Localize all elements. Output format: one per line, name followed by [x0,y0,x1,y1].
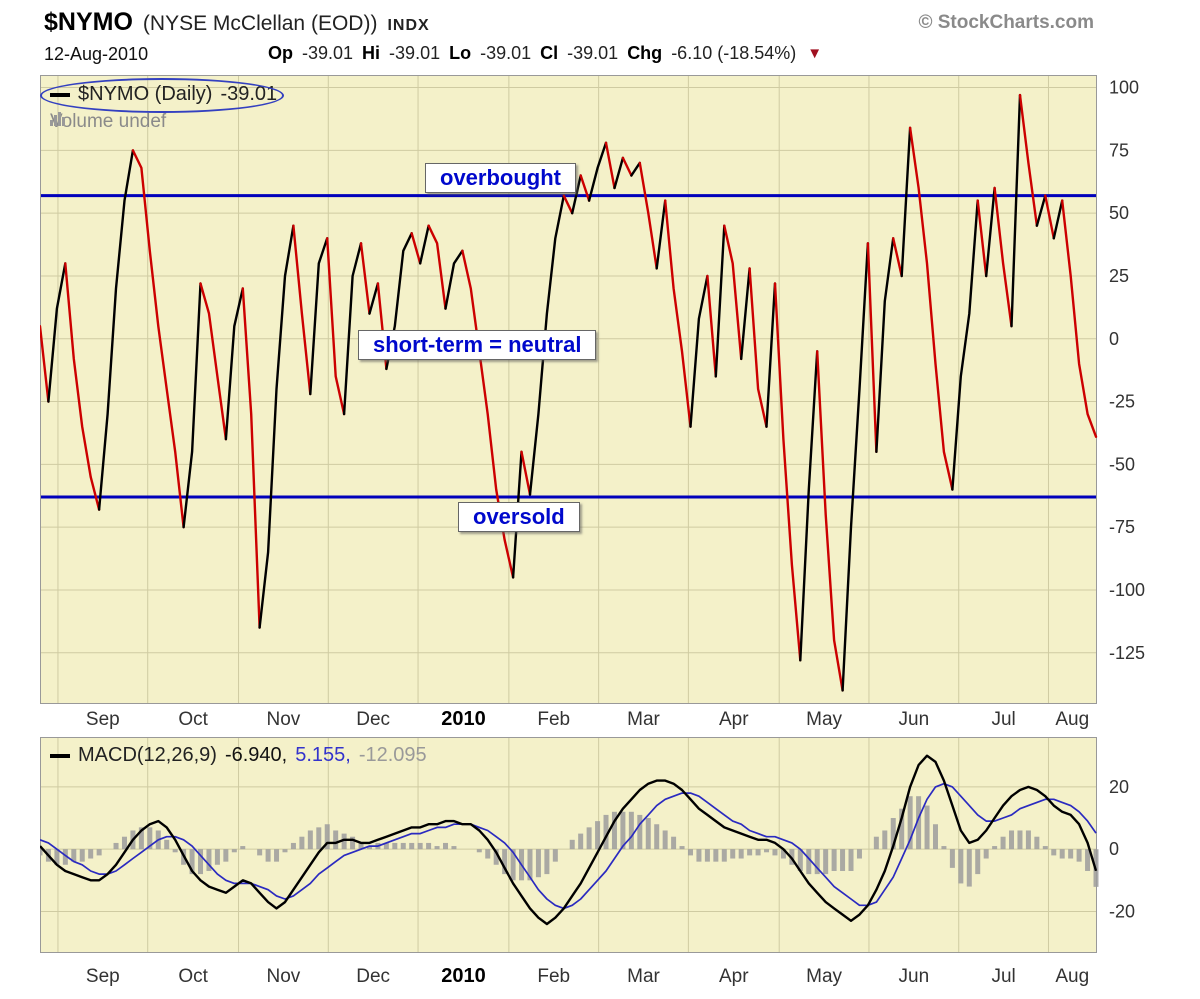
open-label: Op [268,43,293,63]
svg-text:0: 0 [1109,839,1119,859]
open-value: -39.01 [302,43,354,63]
chart-date: 12-Aug-2010 [44,44,149,64]
svg-text:Jul: Jul [991,966,1015,987]
volume-bars-icon [50,112,65,126]
main-chart-legend: $NYMO (Daily) -39.01 [50,83,277,106]
svg-text:Oct: Oct [178,966,208,987]
volume-legend: Volume undef [50,111,166,133]
macd-legend: MACD(12,26,9) -6.940, 5.155, -12.095 [50,744,427,767]
svg-text:2010: 2010 [441,965,486,987]
exchange-label: INDX [387,17,430,34]
main-chart-canvas: 100 75 50 25 0 -25 -50 -75 -100 -125 Sep Oct Nov Dec 2… [40,75,1145,730]
macd-signal-value: 5.155, [295,744,351,766]
change-value: -6.10 (-18.54%) [671,43,797,63]
svg-text:May: May [806,709,842,730]
svg-text:Nov: Nov [267,966,301,987]
change-label: Chg [627,43,663,63]
svg-text:Apr: Apr [719,966,749,987]
svg-text:Jun: Jun [899,966,930,987]
copyright-text: © StockCharts.com [918,12,1094,33]
macd-label: MACD(12,26,9) [78,744,217,766]
svg-text:Mar: Mar [627,709,660,730]
svg-text:75: 75 [1109,140,1129,160]
svg-text:Sep: Sep [86,966,120,987]
down-triangle-icon: ▼ [807,45,823,62]
svg-text:Nov: Nov [267,709,301,730]
legend-symbol: $NYMO (Daily) [78,83,213,105]
overbought-annotation: overbought [425,163,576,193]
macd-value: -6.940, [224,744,288,766]
close-label: Cl [540,43,559,63]
svg-text:Jul: Jul [991,709,1015,730]
svg-text:Feb: Feb [537,966,570,987]
svg-text:25: 25 [1109,266,1129,286]
svg-text:50: 50 [1109,203,1129,223]
chart-header: $NYMO (NYSE McClellan (EOD)) INDX [44,8,430,37]
neutral-annotation: short-term = neutral [358,330,597,360]
low-label: Lo [449,43,472,63]
svg-text:Oct: Oct [178,709,208,730]
low-value: -39.01 [480,43,532,63]
svg-text:Mar: Mar [627,966,660,987]
svg-text:-75: -75 [1109,517,1135,537]
svg-text:Dec: Dec [356,966,390,987]
svg-text:-100: -100 [1109,580,1145,600]
macd-chart-panel: 20 0 -20 Sep Oct Nov Dec 2010 Feb Mar Apr May Jun Jul… [40,737,1200,995]
macd-hist-value: -12.095 [358,744,427,766]
svg-text:-20: -20 [1109,901,1135,921]
svg-text:20: 20 [1109,777,1129,797]
quote-bar: Op -39.01 Hi -39.01 Lo -39.01 Cl -39.01 … [268,43,822,64]
svg-text:2010: 2010 [441,708,486,730]
svg-text:100: 100 [1109,78,1139,98]
svg-text:Aug: Aug [1055,966,1089,987]
svg-text:Jun: Jun [899,709,930,730]
close-value: -39.01 [567,43,619,63]
svg-text:Feb: Feb [537,709,570,730]
oversold-annotation: oversold [458,502,580,532]
svg-text:Apr: Apr [719,709,749,730]
series-line-icon [50,92,70,97]
svg-text:Sep: Sep [86,709,120,730]
ticker-symbol: $NYMO [44,8,133,36]
svg-text:-50: -50 [1109,454,1135,474]
svg-text:-25: -25 [1109,392,1135,412]
svg-text:Dec: Dec [356,709,390,730]
ticker-name: (NYSE McClellan (EOD)) [142,12,378,35]
legend-value: -39.01 [220,83,278,105]
svg-text:Aug: Aug [1055,709,1089,730]
svg-text:0: 0 [1109,329,1119,349]
high-label: Hi [362,43,381,63]
macd-chart-canvas: 20 0 -20 Sep Oct Nov Dec 2010 Feb Mar Apr May Jun Jul… [40,737,1135,987]
svg-text:-125: -125 [1109,643,1145,663]
main-chart-panel: 100 75 50 25 0 -25 -50 -75 -100 -125 Sep Oct Nov Dec 2… [40,75,1200,733]
macd-line-icon [50,753,70,758]
svg-text:May: May [806,966,842,987]
high-value: -39.01 [389,43,441,63]
volume-label: Volume undef [50,111,167,132]
